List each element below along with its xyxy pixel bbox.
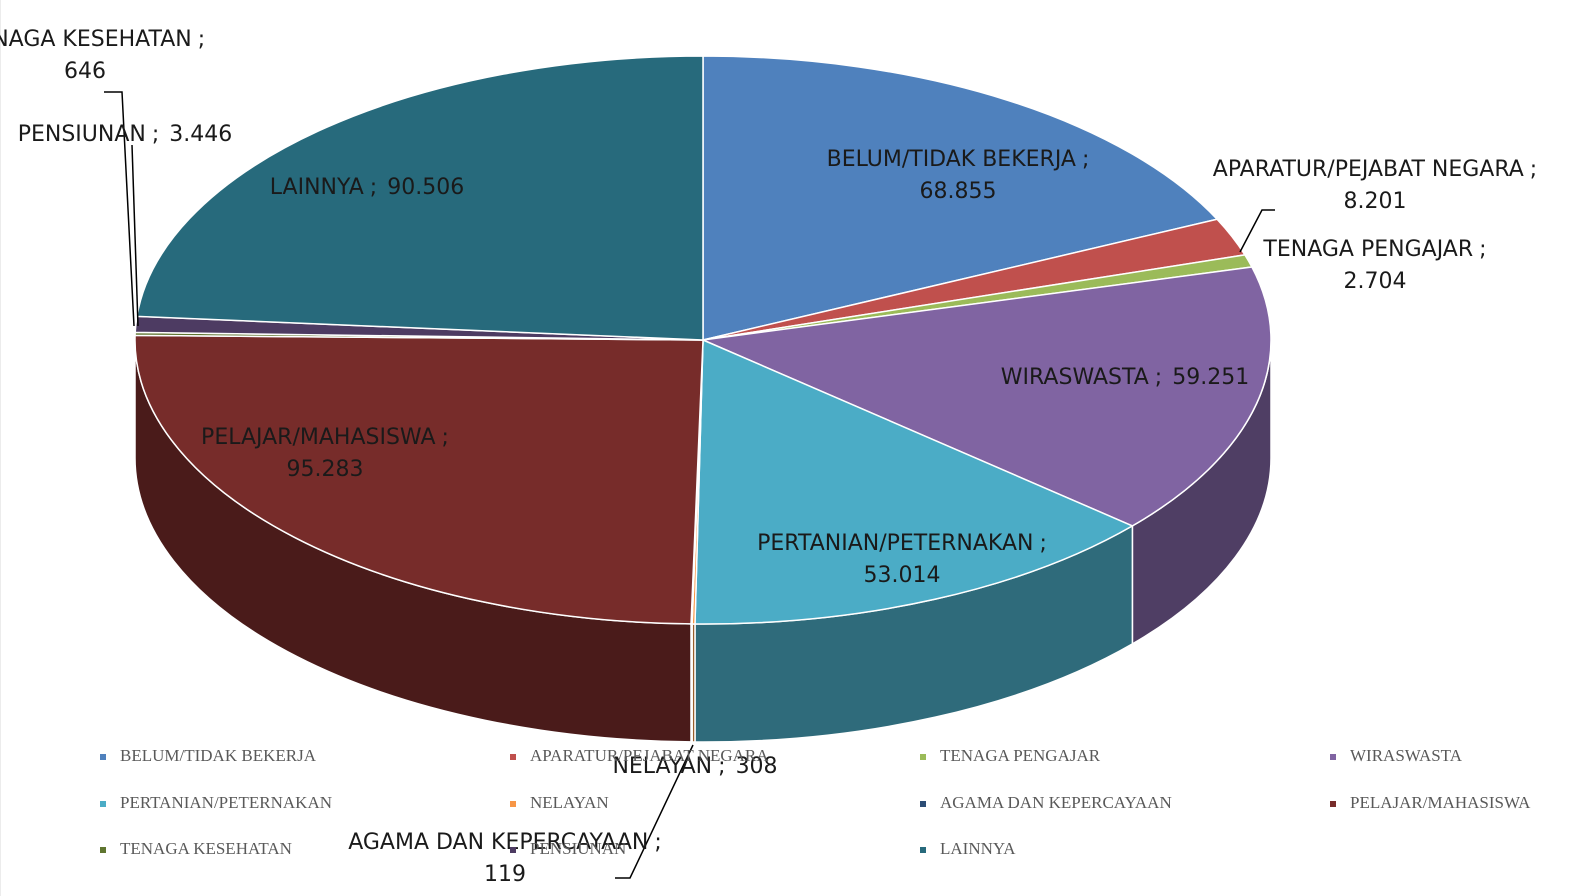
label-value: 59.251: [1172, 365, 1249, 390]
label-value: 95.283: [287, 457, 364, 482]
pie: [134, 55, 1272, 743]
leader-line: [131, 144, 139, 327]
label-value: 308: [736, 754, 778, 779]
label-separator: ;: [654, 830, 661, 855]
legend-label: TENAGA KESEHATAN: [120, 839, 292, 858]
legend-label: PELAJAR/MAHASISWA: [1350, 793, 1531, 812]
data-label: PENSIUNAN; 3.446: [18, 122, 233, 147]
legend-label: NELAYAN: [530, 793, 609, 812]
legend-label: APARATUR/PEJABAT NEGARA: [530, 746, 769, 765]
slice: [702, 55, 1219, 341]
label-value: 90.506: [387, 175, 464, 200]
label-value: 3.446: [169, 122, 232, 147]
label-separator: ;: [1039, 531, 1046, 556]
legend-label: PENSIUNAN: [530, 839, 626, 858]
legend-marker: [510, 847, 516, 853]
label-category: NELAYAN: [612, 754, 712, 779]
label-value: 53.014: [864, 563, 941, 588]
label-category: WIRASWASTA: [1001, 365, 1149, 390]
legend-label: BELUM/TIDAK BEKERJA: [120, 746, 317, 765]
legend-marker: [100, 847, 106, 853]
label-separator: ;: [1155, 365, 1162, 390]
label-separator: ;: [152, 122, 159, 147]
label-category: PELAJAR/MAHASISWA: [201, 425, 435, 450]
label-value: 2.704: [1344, 269, 1407, 294]
data-label: TENAGA PENGAJAR; 2.704: [1262, 237, 1486, 294]
data-label: PELAJAR/MAHASISWA; 95.283: [201, 425, 449, 482]
legend-marker: [920, 754, 926, 760]
label-separator: ;: [1479, 237, 1486, 262]
leader-line: [104, 91, 135, 327]
label-value: 646: [64, 59, 106, 84]
data-label: NELAYAN; 308: [612, 754, 777, 779]
label-category: BELUM/TIDAK BEKERJA: [827, 147, 1076, 172]
leader-line: [615, 744, 694, 879]
label-value: 8.201: [1344, 189, 1407, 214]
legend-marker: [100, 801, 106, 807]
label-value: 68.855: [920, 179, 997, 204]
legend-marker: [920, 801, 926, 807]
data-label: APARATUR/PEJABAT NEGARA; 8.201: [1213, 157, 1537, 214]
legend-marker: [510, 754, 516, 760]
label-category: LAINNYA: [270, 175, 364, 200]
data-label: PERTANIAN/PETERNAKAN; 53.014: [757, 531, 1047, 588]
legend-label: TENAGA PENGAJAR: [940, 746, 1101, 765]
label-category: PERTANIAN/PETERNAKAN: [757, 531, 1033, 556]
label-category: TENAGA KESEHATAN: [0, 27, 192, 52]
label-separator: ;: [198, 27, 205, 52]
legend-label: AGAMA DAN KEPERCAYAAN: [940, 793, 1172, 812]
legend-label: PERTANIAN/PETERNAKAN: [120, 793, 332, 812]
legend-label: LAINNYA: [940, 839, 1016, 858]
slice: [136, 55, 704, 341]
label-separator: ;: [442, 425, 449, 450]
label-category: PENSIUNAN: [18, 122, 146, 147]
data-label: TENAGA KESEHATAN; 646: [0, 27, 205, 84]
label-separator: ;: [1530, 157, 1537, 182]
data-label: AGAMA DAN KEPERCAYAAN; 119: [348, 830, 662, 887]
slice: [134, 334, 704, 625]
legend-label: WIRASWASTA: [1350, 746, 1463, 765]
label-separator: ;: [370, 175, 377, 200]
legend-marker: [510, 801, 516, 807]
slice: [694, 338, 1135, 625]
legend-marker: [1330, 801, 1336, 807]
legend-marker: [100, 754, 106, 760]
data-label: LAINNYA; 90.506: [270, 175, 464, 200]
label-category: APARATUR/PEJABAT NEGARA: [1213, 157, 1524, 182]
data-label: WIRASWASTA; 59.251: [1001, 365, 1249, 390]
slice: [700, 266, 1272, 527]
label-category: AGAMA DAN KEPERCAYAAN: [348, 830, 648, 855]
leader-line: [1239, 209, 1275, 253]
label-separator: ;: [718, 754, 725, 779]
data-label: BELUM/TIDAK BEKERJA; 68.855: [827, 147, 1090, 204]
label-value: 119: [484, 862, 526, 887]
label-separator: ;: [1082, 147, 1089, 172]
label-category: TENAGA PENGAJAR: [1262, 237, 1473, 262]
legend-marker: [920, 847, 926, 853]
legend-marker: [1330, 754, 1336, 760]
